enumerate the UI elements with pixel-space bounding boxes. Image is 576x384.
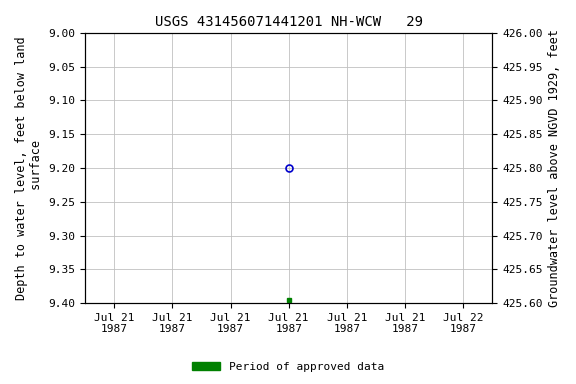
- Y-axis label: Depth to water level, feet below land
 surface: Depth to water level, feet below land su…: [15, 36, 43, 300]
- Legend: Period of approved data: Period of approved data: [188, 358, 388, 377]
- Title: USGS 431456071441201 NH-WCW   29: USGS 431456071441201 NH-WCW 29: [155, 15, 423, 29]
- Y-axis label: Groundwater level above NGVD 1929, feet: Groundwater level above NGVD 1929, feet: [548, 29, 561, 307]
